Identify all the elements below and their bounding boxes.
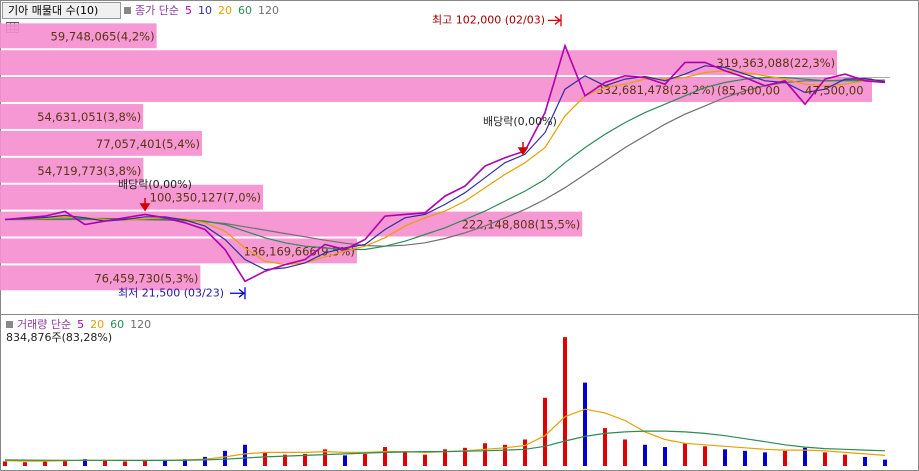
overlay-text: (85,500,00 (717, 84, 780, 98)
volume-bar (803, 447, 807, 466)
volume-profile-bar (0, 130, 202, 156)
ma-line (4, 65, 886, 271)
ma-line (5, 76, 885, 251)
volume-bar (743, 450, 747, 466)
dividend-arrow (139, 198, 151, 212)
volume-bar (423, 454, 427, 466)
volume-bar (3, 461, 7, 466)
volume-bar (463, 447, 467, 466)
volume-bar (823, 452, 827, 466)
volume-bar (63, 459, 67, 466)
legend-entry: 60 (238, 4, 252, 17)
volume-bar (623, 439, 627, 466)
volume-bar (343, 455, 347, 466)
volume-profile-label: 136,169,666(9,5%) (244, 244, 355, 258)
volume-profile-bar (0, 184, 264, 210)
volume-bar (243, 444, 247, 466)
volume-profile-bar (0, 77, 872, 103)
volume-bar (123, 461, 127, 466)
volume-bar (263, 452, 267, 466)
volume-profile-label: 319,363,088(22,3%) (716, 56, 835, 70)
overlay-text: 47,500,00 (805, 84, 864, 98)
volume-bar (23, 462, 27, 466)
volume-profile-bar (0, 211, 583, 237)
legend-entry: 60 (110, 318, 124, 331)
volume-bar (723, 449, 727, 466)
volume-bar (683, 443, 687, 466)
volume-profile-bar (0, 238, 357, 264)
volume-profile-label: 332,681,478(23,2%) (596, 83, 715, 97)
volume-bar (663, 447, 667, 466)
volume-profile-label: 76,459,730(5,3%) (94, 271, 198, 285)
volume-bar (563, 337, 567, 466)
volume-bar (143, 460, 147, 466)
dividend-label: 배당락(0,00%) (118, 178, 192, 191)
legend-marker (124, 7, 131, 14)
volume-bar (603, 428, 607, 466)
volume-profile-bar (0, 265, 201, 291)
volume-bar (283, 454, 287, 466)
volume-panel: 거래량 단순 5 20 60 120 834,876주(83,28%) (3, 318, 887, 466)
volume-bar (523, 439, 527, 466)
legend-marker (6, 321, 13, 328)
volume-bar (703, 446, 707, 466)
volume-bar (883, 459, 887, 466)
legend-entry: 120 (130, 318, 151, 331)
volume-profile-label: 100,350,127(7,0%) (150, 191, 261, 205)
legend-entry: 5 (185, 4, 192, 17)
chart-title: 기아 매물대 수(10) (8, 4, 98, 17)
volume-bar (183, 459, 187, 466)
volume-bar (383, 447, 387, 466)
volume-bar (443, 449, 447, 466)
volume-bar (163, 459, 167, 466)
volume-bar (83, 459, 87, 466)
volume-profile-label: 54,631,051(3,8%) (37, 110, 141, 124)
volume-profile-bar (0, 23, 157, 49)
legend-entry: 120 (258, 4, 279, 17)
volume-profile-label: 77,057,401(5,4%) (96, 137, 200, 151)
volume-bar (783, 450, 787, 466)
dividend-label: 배당락(0,00%) (483, 115, 557, 128)
legend-label: 종가 단순 (135, 4, 179, 17)
high-arrow (548, 14, 562, 27)
volume-bar (43, 460, 47, 466)
volume-bar (103, 460, 107, 466)
volume-bar (843, 454, 847, 466)
volume-bar (303, 453, 307, 466)
volume-profile-bar (0, 104, 144, 129)
volume-bar (583, 382, 587, 466)
volume-info: 834,876주(83,28%) (6, 331, 112, 344)
low-arrow (230, 287, 246, 300)
low-label: 최저 21,500 (03/23) (118, 286, 224, 299)
high-label: 최고 102,000 (02/03) (432, 13, 545, 26)
volume-bar (203, 456, 207, 466)
volume-profile-label: 54,719,773(3,8%) (37, 164, 141, 178)
ma-line (4, 43, 886, 283)
price-panel: 종가 단순 5 10 20 60 120 59,748,065(4,2%) 319,363,0… (0, 4, 886, 300)
volume-bar (643, 444, 647, 466)
volume-bar (363, 453, 367, 466)
ma-line (5, 79, 885, 247)
volume-bar (223, 450, 227, 466)
volume-bar (863, 456, 867, 466)
legend-label: 거래량 단순 (17, 318, 71, 331)
title-box[interactable] (2, 2, 121, 19)
legend-entry: 5 (77, 318, 84, 331)
legend-entry: 20 (218, 4, 232, 17)
volume-bar (323, 449, 327, 466)
dividend-arrow (517, 142, 529, 156)
volume-bar (403, 452, 407, 466)
volume-profile-label: 59,748,065(4,2%) (51, 29, 155, 43)
legend-entry: 20 (90, 318, 104, 331)
volume-profile-bar (0, 157, 144, 183)
volume-bar (483, 443, 487, 466)
volume-profile-label: 222,148,808(15,5%) (462, 218, 581, 232)
volume-bar (543, 397, 547, 466)
volume-ma-line (4, 430, 886, 461)
legend-entry: 10 (198, 4, 212, 17)
volume-bar (763, 452, 767, 466)
volume-bar (503, 444, 507, 466)
